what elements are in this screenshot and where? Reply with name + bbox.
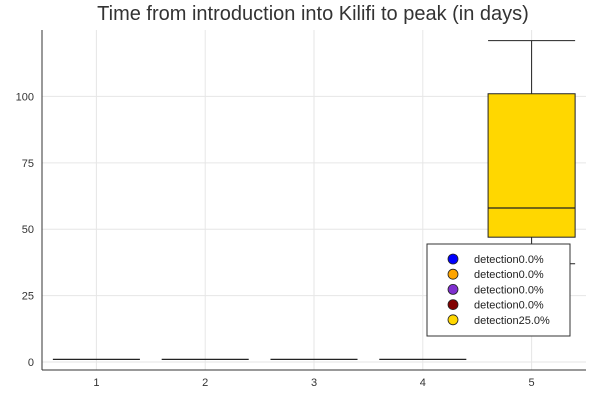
- y-tick-label: 100: [16, 91, 34, 103]
- x-tick-label: 5: [529, 377, 535, 389]
- y-tick-label: 0: [28, 357, 34, 369]
- legend-marker: [447, 268, 459, 280]
- y-tick-label: 25: [22, 291, 34, 303]
- legend-label: detection0.0%: [474, 300, 544, 312]
- axes-layer: [41, 30, 586, 371]
- box-series: [52, 40, 576, 360]
- legend-label: detection0.0%: [474, 284, 544, 296]
- tick-labels: 0 25 50 75 100 1 2 3 4 5: [16, 91, 535, 389]
- legend-marker: [447, 299, 459, 311]
- x-tick-label: 4: [420, 377, 426, 389]
- chart-title: Time from introduction into Kilifi to pe…: [97, 3, 529, 25]
- box-body: [487, 93, 576, 238]
- y-tick-label: 50: [22, 224, 34, 236]
- legend-label: detection0.0%: [474, 254, 544, 266]
- legend: detection0.0% detection0.0% detection0.0% d…: [426, 243, 571, 337]
- y-tick-label: 75: [22, 158, 34, 170]
- x-tick-label: 2: [202, 377, 208, 389]
- box-5: [487, 40, 576, 265]
- legend-label: detection0.0%: [474, 269, 544, 281]
- legend-marker: [447, 253, 459, 265]
- legend-marker: [447, 283, 459, 295]
- legend-label: detection25.0%: [474, 315, 550, 327]
- x-tick-label: 1: [93, 377, 99, 389]
- legend-marker: [447, 314, 459, 326]
- x-tick-label: 3: [311, 377, 317, 389]
